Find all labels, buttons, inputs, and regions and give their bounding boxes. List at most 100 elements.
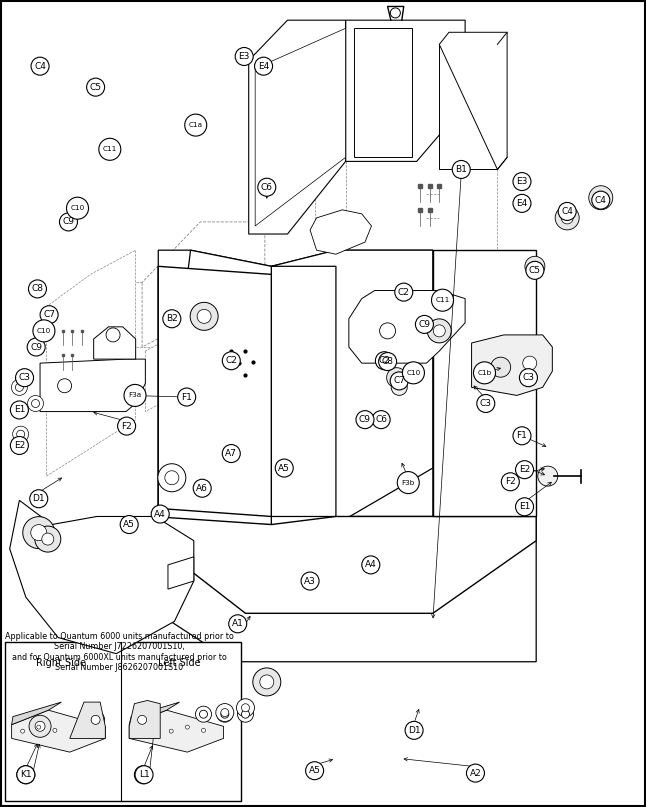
Circle shape bbox=[40, 306, 58, 324]
Circle shape bbox=[379, 353, 397, 370]
Text: C11: C11 bbox=[435, 297, 450, 303]
Text: C7: C7 bbox=[43, 310, 55, 320]
Circle shape bbox=[31, 525, 47, 541]
Circle shape bbox=[23, 516, 55, 549]
Circle shape bbox=[91, 715, 100, 725]
Circle shape bbox=[260, 675, 274, 689]
Text: C6: C6 bbox=[261, 182, 273, 192]
Circle shape bbox=[380, 323, 395, 339]
Text: Applicable to Quantum 6000 units manufactured prior to
Serial Number J7226207001: Applicable to Quantum 6000 units manufac… bbox=[5, 632, 234, 672]
Circle shape bbox=[501, 473, 519, 491]
Circle shape bbox=[526, 261, 544, 279]
Text: C9: C9 bbox=[63, 217, 74, 227]
Text: C6: C6 bbox=[375, 415, 387, 424]
Polygon shape bbox=[129, 700, 160, 738]
Circle shape bbox=[197, 309, 211, 324]
Polygon shape bbox=[158, 516, 536, 662]
Text: E3: E3 bbox=[516, 177, 528, 186]
Polygon shape bbox=[47, 250, 136, 476]
Polygon shape bbox=[129, 702, 180, 725]
Polygon shape bbox=[142, 222, 265, 347]
Text: F2: F2 bbox=[121, 421, 132, 431]
Text: E3: E3 bbox=[238, 52, 250, 61]
Text: C3: C3 bbox=[480, 399, 492, 408]
Text: A5: A5 bbox=[278, 463, 290, 473]
Circle shape bbox=[466, 764, 484, 782]
Circle shape bbox=[516, 498, 534, 516]
Polygon shape bbox=[472, 335, 552, 395]
Circle shape bbox=[59, 213, 78, 231]
Circle shape bbox=[513, 427, 531, 445]
Circle shape bbox=[387, 368, 406, 387]
Polygon shape bbox=[158, 250, 271, 525]
Text: Right Side: Right Side bbox=[36, 658, 86, 667]
Text: K1: K1 bbox=[20, 770, 32, 780]
Circle shape bbox=[397, 471, 419, 494]
Text: A6: A6 bbox=[196, 483, 208, 493]
Text: A4: A4 bbox=[154, 509, 166, 519]
Circle shape bbox=[151, 505, 169, 523]
Circle shape bbox=[221, 710, 229, 718]
Text: C1a: C1a bbox=[189, 122, 203, 128]
Circle shape bbox=[405, 721, 423, 739]
Text: F3b: F3b bbox=[402, 479, 415, 486]
Circle shape bbox=[513, 173, 531, 190]
Circle shape bbox=[10, 401, 28, 419]
Circle shape bbox=[221, 709, 229, 717]
Circle shape bbox=[87, 711, 105, 729]
Circle shape bbox=[138, 715, 147, 725]
Text: C3: C3 bbox=[19, 373, 30, 383]
Circle shape bbox=[242, 710, 249, 718]
Text: C9: C9 bbox=[419, 320, 430, 329]
Circle shape bbox=[452, 161, 470, 178]
Polygon shape bbox=[158, 266, 271, 516]
Circle shape bbox=[42, 533, 54, 545]
Text: Left Side: Left Side bbox=[158, 658, 201, 667]
Polygon shape bbox=[94, 327, 136, 359]
Circle shape bbox=[12, 379, 27, 395]
Circle shape bbox=[92, 716, 99, 724]
Polygon shape bbox=[349, 291, 465, 363]
Circle shape bbox=[53, 729, 57, 732]
Circle shape bbox=[390, 8, 401, 18]
Circle shape bbox=[193, 479, 211, 497]
Circle shape bbox=[13, 426, 28, 442]
Text: B2: B2 bbox=[166, 314, 178, 324]
Circle shape bbox=[258, 178, 276, 196]
Text: C10: C10 bbox=[406, 370, 421, 376]
Text: A5: A5 bbox=[309, 766, 320, 776]
Circle shape bbox=[17, 430, 25, 438]
Circle shape bbox=[395, 283, 413, 301]
Circle shape bbox=[538, 466, 557, 486]
Circle shape bbox=[362, 556, 380, 574]
Circle shape bbox=[33, 320, 55, 342]
Circle shape bbox=[516, 461, 534, 479]
Text: C11: C11 bbox=[103, 146, 117, 153]
Text: F1: F1 bbox=[182, 392, 192, 402]
Text: A4: A4 bbox=[365, 560, 377, 570]
Circle shape bbox=[57, 378, 72, 393]
Polygon shape bbox=[158, 250, 433, 525]
Polygon shape bbox=[145, 291, 258, 412]
Circle shape bbox=[558, 203, 576, 220]
Circle shape bbox=[178, 388, 196, 406]
Text: C8: C8 bbox=[382, 357, 393, 366]
Circle shape bbox=[120, 516, 138, 533]
Circle shape bbox=[402, 362, 424, 384]
Circle shape bbox=[16, 383, 23, 391]
Circle shape bbox=[35, 721, 45, 731]
Circle shape bbox=[32, 399, 39, 408]
Circle shape bbox=[589, 186, 613, 210]
Text: F1: F1 bbox=[517, 431, 527, 441]
Text: C4: C4 bbox=[561, 207, 573, 216]
Circle shape bbox=[236, 699, 255, 717]
Polygon shape bbox=[70, 702, 105, 738]
Circle shape bbox=[595, 192, 607, 203]
Text: A5: A5 bbox=[123, 520, 135, 529]
Polygon shape bbox=[168, 557, 194, 589]
Text: C5: C5 bbox=[529, 266, 541, 275]
Circle shape bbox=[235, 48, 253, 65]
Text: E1: E1 bbox=[14, 405, 25, 415]
Text: C9: C9 bbox=[359, 415, 371, 424]
Circle shape bbox=[432, 289, 453, 312]
